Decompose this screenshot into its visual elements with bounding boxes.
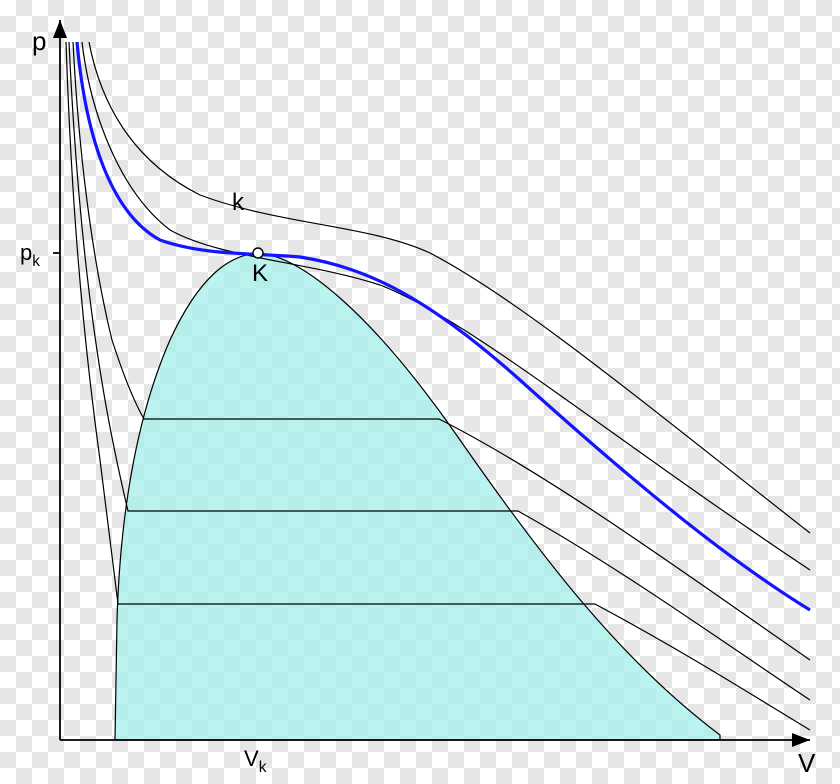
y-axis-arrow bbox=[53, 20, 67, 38]
vk-label: Vk bbox=[244, 746, 267, 776]
critical-point-label: K bbox=[252, 260, 268, 287]
critical-isotherm-label: k bbox=[232, 189, 245, 216]
y-axis-label: p bbox=[32, 26, 46, 56]
pk-label: pk bbox=[20, 240, 40, 270]
x-axis-label: V bbox=[798, 748, 816, 778]
pv-diagram: p V k K pk Vk bbox=[0, 0, 840, 784]
critical-point-marker bbox=[253, 248, 263, 258]
x-axis-arrow bbox=[792, 733, 810, 747]
two-phase-dome bbox=[115, 253, 720, 740]
